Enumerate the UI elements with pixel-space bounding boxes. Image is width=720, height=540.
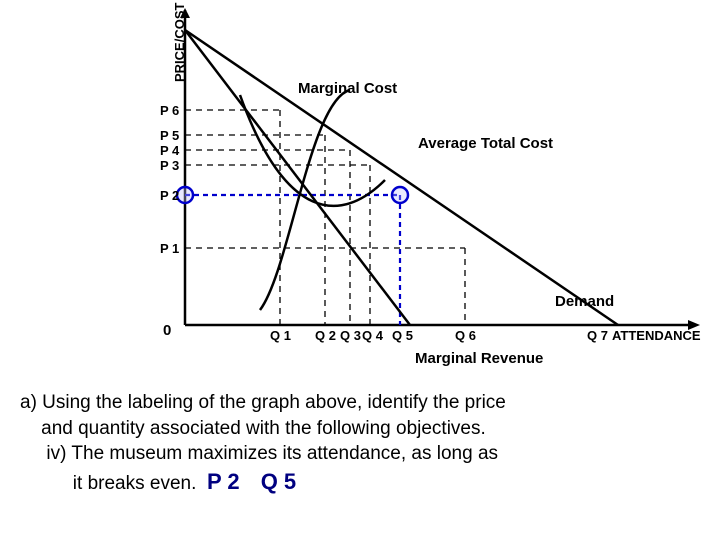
label-atc: Average Total Cost	[418, 135, 553, 152]
label-p1: P 1	[160, 241, 179, 256]
label-q6: Q 6	[455, 328, 476, 343]
economics-chart-svg	[0, 0, 720, 380]
label-q1: Q 1	[270, 328, 291, 343]
label-p2: P 2	[160, 188, 179, 203]
x-axis-label: ATTENDANCE	[612, 328, 701, 343]
label-q4: Q 4	[362, 328, 383, 343]
chart-area	[0, 0, 720, 380]
label-q5: Q 5	[392, 328, 413, 343]
question-block: a) Using the labeling of the graph above…	[20, 390, 506, 497]
label-q7: Q 7	[587, 328, 608, 343]
label-origin: 0	[163, 322, 171, 339]
label-demand: Demand	[555, 293, 614, 310]
answer-q: Q 5	[261, 469, 296, 494]
label-p4: P 4	[160, 143, 179, 158]
sub-iv-line2: it breaks even.	[73, 473, 197, 494]
answer-p: P 2	[207, 469, 240, 494]
label-mr: Marginal Revenue	[415, 350, 543, 367]
y-axis-label: PRICE/COST	[172, 3, 187, 82]
label-mc: Marginal Cost	[298, 80, 397, 97]
label-p6: P 6	[160, 103, 179, 118]
label-p3: P 3	[160, 158, 179, 173]
prompt-line2: and quantity associated with the followi…	[41, 418, 486, 439]
sub-iv-line1: iv) The museum maximizes its attendance,…	[46, 443, 498, 464]
label-q3: Q 3	[340, 328, 361, 343]
label-q2: Q 2	[315, 328, 336, 343]
prompt-line1: a) Using the labeling of the graph above…	[20, 392, 506, 413]
label-p5: P 5	[160, 128, 179, 143]
